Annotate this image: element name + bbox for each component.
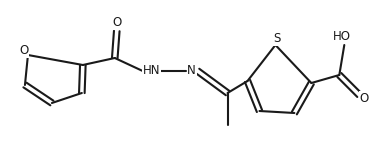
- Text: N: N: [187, 64, 196, 78]
- Text: O: O: [112, 16, 121, 29]
- Text: O: O: [360, 92, 369, 105]
- Text: HO: HO: [333, 29, 351, 42]
- Text: HN: HN: [143, 64, 161, 78]
- Text: O: O: [19, 44, 28, 57]
- Text: S: S: [274, 32, 281, 45]
